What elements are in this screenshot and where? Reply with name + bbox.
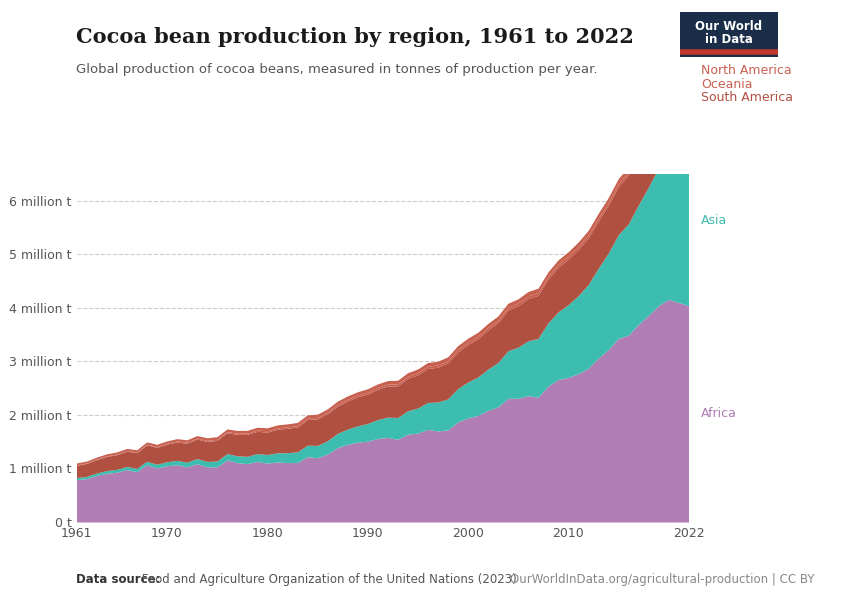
Text: South America: South America bbox=[701, 91, 793, 104]
Text: Oceania: Oceania bbox=[701, 78, 753, 91]
Text: in Data: in Data bbox=[705, 34, 753, 46]
Text: Africa: Africa bbox=[701, 407, 737, 421]
Text: Cocoa bean production by region, 1961 to 2022: Cocoa bean production by region, 1961 to… bbox=[76, 27, 634, 47]
Text: North America: North America bbox=[701, 64, 792, 77]
Text: Food and Agriculture Organization of the United Nations (2023): Food and Agriculture Organization of the… bbox=[138, 573, 517, 586]
Text: OurWorldInData.org/agricultural-production | CC BY: OurWorldInData.org/agricultural-producti… bbox=[510, 573, 814, 586]
Text: Global production of cocoa beans, measured in tonnes of production per year.: Global production of cocoa beans, measur… bbox=[76, 63, 598, 76]
Text: Asia: Asia bbox=[701, 214, 728, 227]
Text: Our World: Our World bbox=[695, 20, 762, 33]
Text: Data source:: Data source: bbox=[76, 573, 161, 586]
